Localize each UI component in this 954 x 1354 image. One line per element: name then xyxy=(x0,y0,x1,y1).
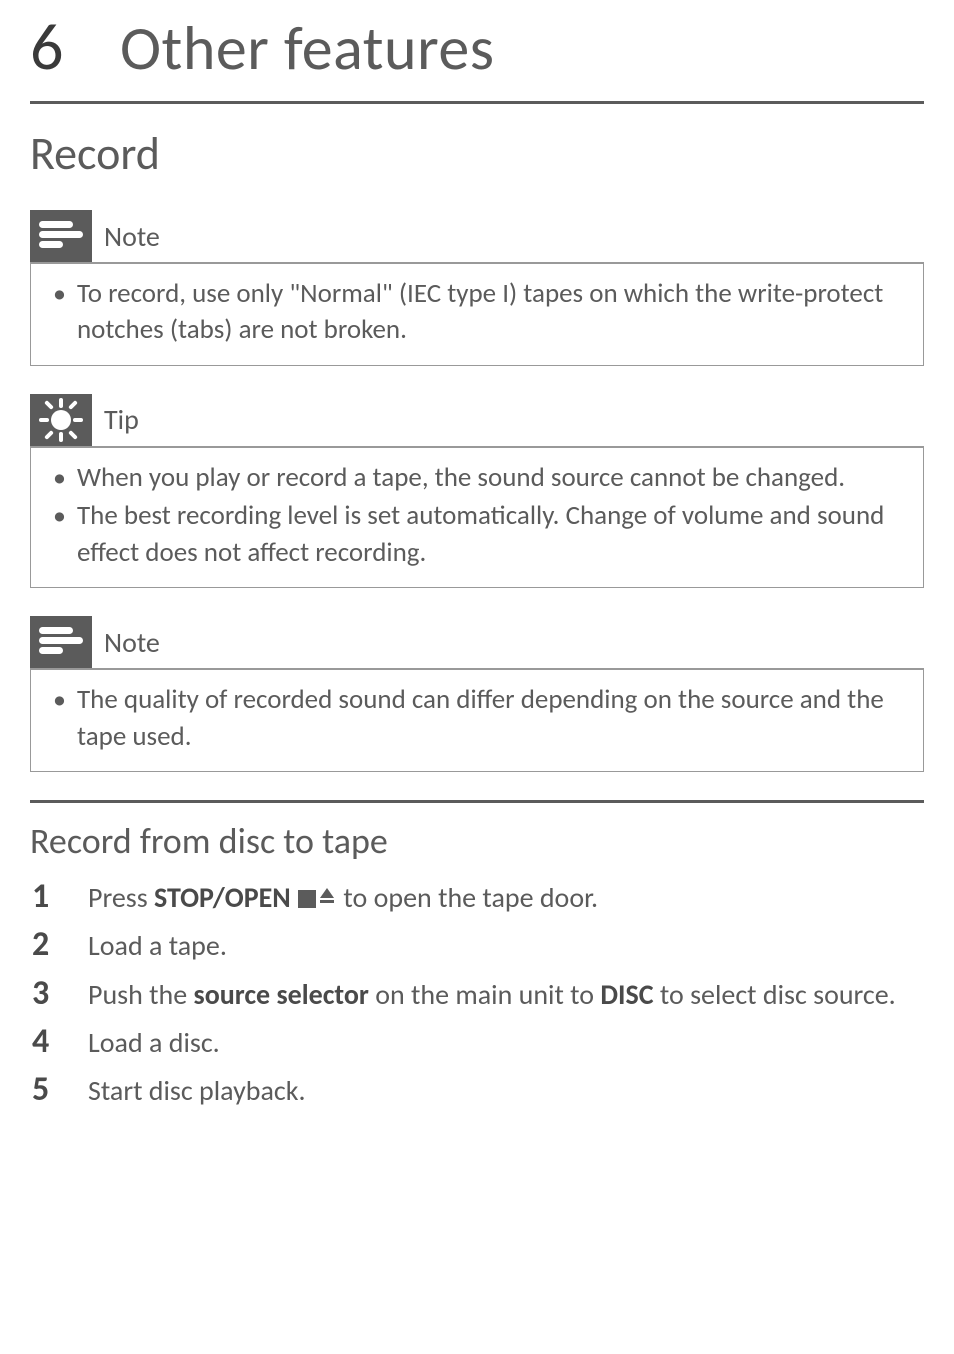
step-item: 2 Load a tape. xyxy=(30,921,924,969)
divider xyxy=(30,800,924,803)
step-item: 4 Load a disc. xyxy=(30,1018,924,1066)
note-icon-box xyxy=(30,616,92,668)
step-text: Start disc playback. xyxy=(88,1071,924,1111)
callout-body: To record, use only "Normal" (IEC type I… xyxy=(30,264,924,366)
step-number: 1 xyxy=(30,873,88,921)
steps-list: 1 Press STOP/OPEN to open the tape door.… xyxy=(30,873,924,1114)
note-callout: Note The quality of recorded sound can d… xyxy=(30,616,924,772)
callout-item: To record, use only "Normal" (IEC type I… xyxy=(49,276,905,349)
step-number: 3 xyxy=(30,970,88,1018)
step-text: Press STOP/OPEN to open the tape door. xyxy=(88,875,924,918)
step-number: 5 xyxy=(30,1066,88,1114)
section-title: Record xyxy=(30,126,924,182)
note-icon-box xyxy=(30,210,92,262)
callout-label: Note xyxy=(92,625,160,660)
note-icon xyxy=(39,627,83,657)
callout-label: Tip xyxy=(92,402,139,437)
callout-label: Note xyxy=(92,219,160,254)
tip-icon xyxy=(38,397,84,443)
callout-header: Note xyxy=(30,210,924,264)
callout-item: When you play or record a tape, the soun… xyxy=(49,460,905,496)
chapter-heading: 6 Other features xyxy=(30,0,924,104)
stop-icon xyxy=(298,890,316,908)
manual-page: 6 Other features Record Note To record, … xyxy=(0,0,954,1154)
chapter-title: Other features xyxy=(120,10,494,86)
step-number: 4 xyxy=(30,1018,88,1066)
callout-item: The quality of recorded sound can differ… xyxy=(49,682,905,755)
step-text: Load a disc. xyxy=(88,1023,924,1063)
tip-callout: Tip When you play or record a tape, the … xyxy=(30,394,924,588)
note-icon xyxy=(39,221,83,251)
note-callout: Note To record, use only "Normal" (IEC t… xyxy=(30,210,924,366)
callout-body: When you play or record a tape, the soun… xyxy=(30,448,924,588)
callout-header: Tip xyxy=(30,394,924,448)
step-item: 5 Start disc playback. xyxy=(30,1066,924,1114)
step-text: Load a tape. xyxy=(88,926,924,966)
step-text: Push the source selector on the main uni… xyxy=(88,975,924,1015)
step-number: 2 xyxy=(30,921,88,969)
step-item: 3 Push the source selector on the main u… xyxy=(30,970,924,1018)
step-item: 1 Press STOP/OPEN to open the tape door. xyxy=(30,873,924,921)
callout-item: The best recording level is set automati… xyxy=(49,498,905,571)
eject-icon xyxy=(318,875,336,915)
callout-body: The quality of recorded sound can differ… xyxy=(30,670,924,772)
chapter-number: 6 xyxy=(30,6,120,87)
tip-icon-box xyxy=(30,394,92,446)
subsection-title: Record from disc to tape xyxy=(30,819,924,863)
callout-header: Note xyxy=(30,616,924,670)
